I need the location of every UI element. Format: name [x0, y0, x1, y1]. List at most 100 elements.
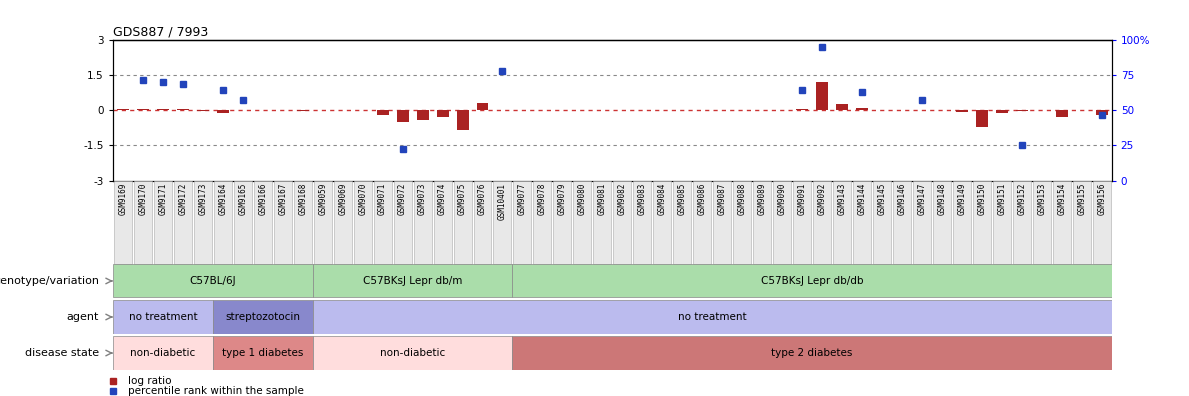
FancyBboxPatch shape: [313, 337, 512, 369]
Text: GSM9144: GSM9144: [857, 183, 867, 215]
FancyBboxPatch shape: [1072, 181, 1090, 264]
FancyBboxPatch shape: [493, 181, 511, 264]
Text: GSM9079: GSM9079: [558, 183, 567, 215]
Text: GSM9088: GSM9088: [737, 183, 747, 215]
Text: GSM9155: GSM9155: [1077, 183, 1087, 215]
Text: agent: agent: [67, 312, 99, 322]
FancyBboxPatch shape: [214, 181, 232, 264]
Text: non-diabetic: non-diabetic: [131, 348, 195, 358]
Bar: [137, 109, 149, 110]
Text: GSM9151: GSM9151: [998, 183, 1006, 215]
Text: GSM9075: GSM9075: [458, 183, 467, 215]
Text: percentile rank within the sample: percentile rank within the sample: [128, 386, 304, 396]
FancyBboxPatch shape: [114, 181, 132, 264]
Bar: [976, 110, 988, 127]
FancyBboxPatch shape: [394, 181, 411, 264]
Text: no treatment: no treatment: [678, 312, 747, 322]
FancyBboxPatch shape: [713, 181, 731, 264]
FancyBboxPatch shape: [113, 301, 213, 333]
FancyBboxPatch shape: [593, 181, 611, 264]
Text: C57BKsJ Lepr db/m: C57BKsJ Lepr db/m: [363, 276, 463, 286]
FancyBboxPatch shape: [453, 181, 472, 264]
Text: GSM9165: GSM9165: [238, 183, 247, 215]
Text: GSM9070: GSM9070: [358, 183, 367, 215]
FancyBboxPatch shape: [473, 181, 491, 264]
FancyBboxPatch shape: [353, 181, 372, 264]
FancyBboxPatch shape: [373, 181, 391, 264]
Text: GSM9167: GSM9167: [278, 183, 288, 215]
Text: GSM9153: GSM9153: [1037, 183, 1046, 215]
FancyBboxPatch shape: [573, 181, 591, 264]
FancyBboxPatch shape: [833, 181, 851, 264]
FancyBboxPatch shape: [334, 181, 352, 264]
Text: log ratio: log ratio: [128, 375, 171, 386]
Text: GSM9082: GSM9082: [618, 183, 627, 215]
Text: streptozotocin: streptozotocin: [225, 312, 301, 322]
FancyBboxPatch shape: [153, 181, 172, 264]
FancyBboxPatch shape: [313, 265, 512, 297]
FancyBboxPatch shape: [514, 181, 531, 264]
Text: GSM9071: GSM9071: [378, 183, 388, 215]
Bar: [856, 108, 868, 110]
Text: GSM9081: GSM9081: [598, 183, 606, 215]
FancyBboxPatch shape: [1033, 181, 1051, 264]
Text: GSM9156: GSM9156: [1097, 183, 1106, 215]
Text: no treatment: no treatment: [128, 312, 197, 322]
FancyBboxPatch shape: [174, 181, 191, 264]
Bar: [1015, 110, 1027, 111]
FancyBboxPatch shape: [534, 181, 552, 264]
Text: GSM9152: GSM9152: [1018, 183, 1026, 215]
Text: GSM9168: GSM9168: [298, 183, 307, 215]
Text: GSM9085: GSM9085: [678, 183, 687, 215]
FancyBboxPatch shape: [952, 181, 971, 264]
Text: GSM9076: GSM9076: [478, 183, 487, 215]
FancyBboxPatch shape: [512, 265, 1112, 297]
FancyBboxPatch shape: [113, 337, 213, 369]
FancyBboxPatch shape: [434, 181, 452, 264]
Text: GSM9171: GSM9171: [158, 183, 168, 215]
FancyBboxPatch shape: [234, 181, 252, 264]
Text: GSM9169: GSM9169: [119, 183, 127, 215]
Text: GSM9078: GSM9078: [537, 183, 547, 215]
Bar: [377, 110, 389, 115]
FancyBboxPatch shape: [973, 181, 990, 264]
Bar: [956, 110, 968, 112]
FancyBboxPatch shape: [213, 337, 313, 369]
Text: GSM9087: GSM9087: [718, 183, 726, 215]
FancyBboxPatch shape: [253, 181, 272, 264]
Bar: [797, 109, 809, 110]
Bar: [816, 82, 828, 110]
Text: GSM9150: GSM9150: [977, 183, 987, 215]
FancyBboxPatch shape: [853, 181, 872, 264]
FancyBboxPatch shape: [1013, 181, 1031, 264]
Text: GSM9074: GSM9074: [438, 183, 447, 215]
Bar: [477, 103, 489, 110]
FancyBboxPatch shape: [653, 181, 672, 264]
FancyBboxPatch shape: [913, 181, 931, 264]
Text: GSM9072: GSM9072: [398, 183, 407, 215]
Text: C57BKsJ Lepr db/db: C57BKsJ Lepr db/db: [761, 276, 863, 286]
FancyBboxPatch shape: [113, 265, 313, 297]
FancyBboxPatch shape: [693, 181, 711, 264]
Text: disease state: disease state: [25, 348, 99, 358]
Text: GSM9077: GSM9077: [518, 183, 527, 215]
FancyBboxPatch shape: [933, 181, 951, 264]
FancyBboxPatch shape: [893, 181, 911, 264]
Bar: [397, 110, 409, 122]
FancyBboxPatch shape: [1052, 181, 1071, 264]
Text: GSM9154: GSM9154: [1057, 183, 1067, 215]
Text: non-diabetic: non-diabetic: [380, 348, 445, 358]
FancyBboxPatch shape: [673, 181, 691, 264]
Text: C57BL/6J: C57BL/6J: [189, 276, 237, 286]
Text: GSM9170: GSM9170: [138, 183, 147, 215]
Text: GSM9059: GSM9059: [319, 183, 327, 215]
Bar: [297, 110, 309, 111]
FancyBboxPatch shape: [414, 181, 432, 264]
FancyBboxPatch shape: [753, 181, 772, 264]
Bar: [177, 109, 189, 110]
Text: GSM9092: GSM9092: [818, 183, 826, 215]
Bar: [1096, 110, 1108, 115]
FancyBboxPatch shape: [793, 181, 811, 264]
Text: type 2 diabetes: type 2 diabetes: [772, 348, 853, 358]
FancyBboxPatch shape: [194, 181, 212, 264]
